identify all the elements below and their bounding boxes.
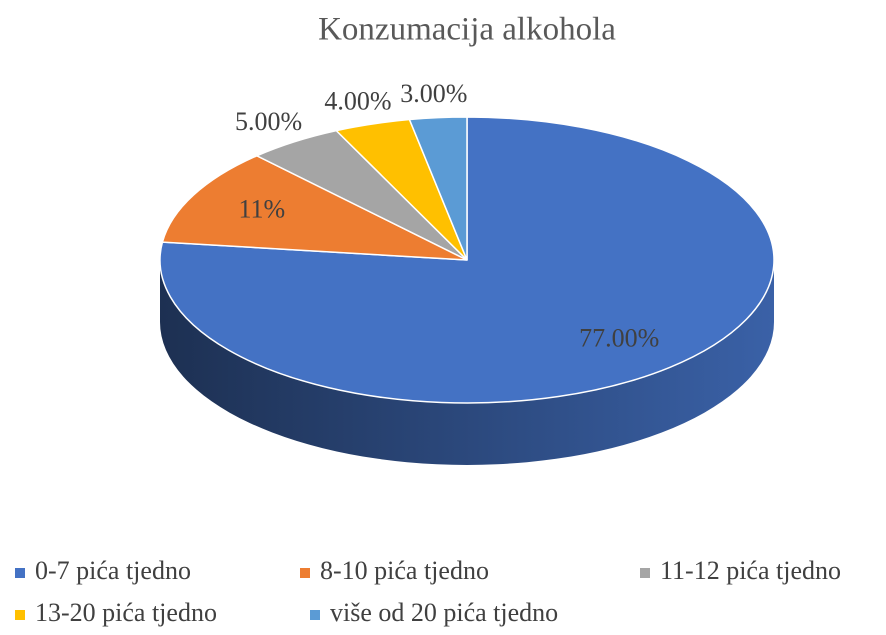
legend-swatch [310, 610, 320, 620]
legend-label: 0-7 pića tjedno [35, 556, 191, 585]
legend-label: 8-10 pića tjedno [320, 556, 489, 585]
data-label: 3.00% [400, 79, 467, 108]
slice-side [160, 260, 774, 465]
chart-title: Konzumacija alkohola [318, 12, 616, 48]
slice [408, 116, 468, 261]
legend-label: 11-12 pića tjedno [660, 556, 841, 585]
legend-swatch [300, 568, 310, 578]
data-label: 4.00% [324, 87, 391, 116]
data-label: 11% [238, 194, 285, 223]
legend-swatch [640, 568, 650, 578]
slice [161, 154, 468, 261]
data-label: 5.00% [235, 107, 302, 136]
legend-label: više od 20 pića tjedno [330, 598, 558, 627]
legend-label: 13-20 pića tjedno [35, 598, 217, 627]
legend-swatch [15, 610, 25, 620]
legend-swatch [15, 568, 25, 578]
data-label: 77.00% [579, 323, 659, 352]
